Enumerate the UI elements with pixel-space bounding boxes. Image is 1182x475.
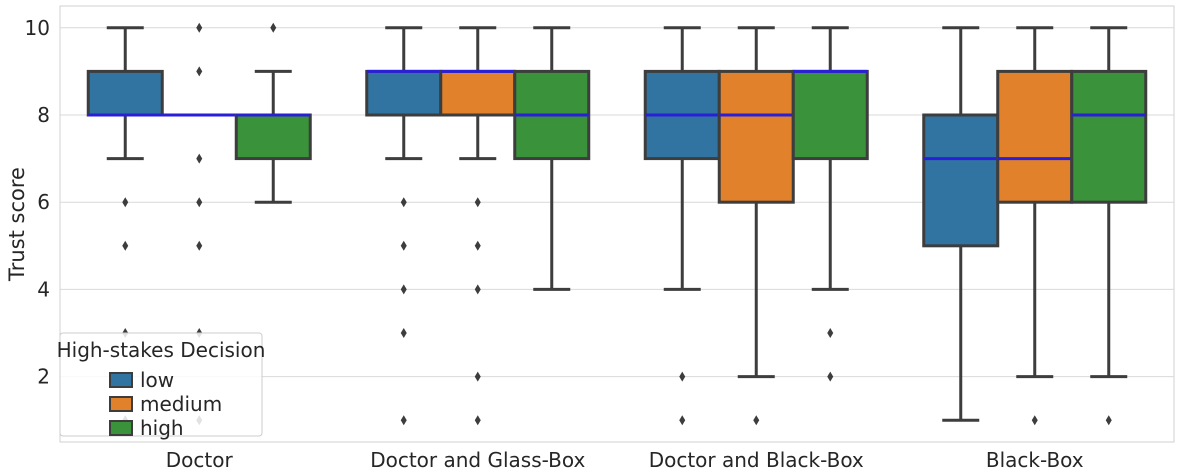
outlier-point [474, 284, 481, 295]
outlier-point [400, 197, 407, 208]
box-body [365, 69, 443, 117]
outlier-point [270, 22, 277, 33]
box-body [922, 113, 1000, 248]
outlier-point [196, 153, 203, 164]
box-medium [996, 26, 1074, 426]
outlier-point [827, 328, 834, 338]
x-tick-label: Doctor and Black-Box [649, 448, 864, 472]
legend-label-high: high [140, 416, 184, 440]
y-axis-ticks: 2 4 6 8 10 [25, 16, 50, 389]
outlier-point [753, 415, 760, 426]
y-tick-label: 4 [37, 277, 50, 301]
outlier-point [196, 197, 203, 208]
y-axis-label: Trust score [5, 167, 29, 282]
legend-label-medium: medium [140, 392, 222, 416]
x-tick-label: Doctor and Glass-Box [370, 448, 585, 472]
outlier-point [400, 284, 407, 295]
box-high [791, 26, 869, 382]
box-body [791, 69, 869, 161]
outlier-point [827, 371, 834, 382]
legend-swatch-medium [109, 396, 133, 412]
box-high [234, 22, 312, 204]
box-body [1070, 69, 1148, 204]
outlier-point [196, 22, 203, 33]
outlier-point [679, 415, 686, 426]
legend-title: High-stakes Decision [57, 338, 266, 362]
box-medium [439, 26, 517, 426]
outlier-point [122, 197, 129, 208]
outlier-point [122, 240, 129, 251]
outlier-point [400, 328, 407, 338]
box-body [439, 69, 517, 117]
x-tick-label: Black-Box [986, 448, 1084, 472]
box-high [1070, 26, 1148, 426]
y-tick-label: 6 [37, 190, 50, 214]
outlier-point [474, 240, 481, 251]
outlier-point [400, 240, 407, 251]
y-tick-label: 10 [25, 16, 50, 40]
outlier-point [474, 371, 481, 382]
box-low [365, 26, 443, 426]
box-high [513, 26, 591, 291]
legend-swatch-low [109, 372, 133, 388]
legend-swatch-high [109, 420, 133, 436]
outlier-point [474, 197, 481, 208]
outlier-point [400, 415, 407, 426]
box-body [717, 69, 795, 204]
box-body [996, 69, 1074, 204]
y-tick-label: 8 [37, 103, 50, 127]
y-tick-label: 2 [37, 365, 50, 389]
box-body [86, 69, 164, 117]
legend-label-low: low [140, 368, 174, 392]
box-low [86, 26, 164, 426]
x-tick-label: Doctor [166, 448, 234, 472]
outlier-point [1031, 415, 1038, 426]
outlier-point [196, 240, 203, 251]
outlier-point [1105, 415, 1112, 426]
box-series [86, 22, 1148, 426]
x-axis-ticks: Doctor Doctor and Glass-Box Doctor and Bla… [166, 448, 1084, 472]
outlier-point [679, 371, 686, 382]
outlier-point [196, 66, 203, 77]
outlier-point [474, 415, 481, 426]
box-body [234, 113, 312, 161]
